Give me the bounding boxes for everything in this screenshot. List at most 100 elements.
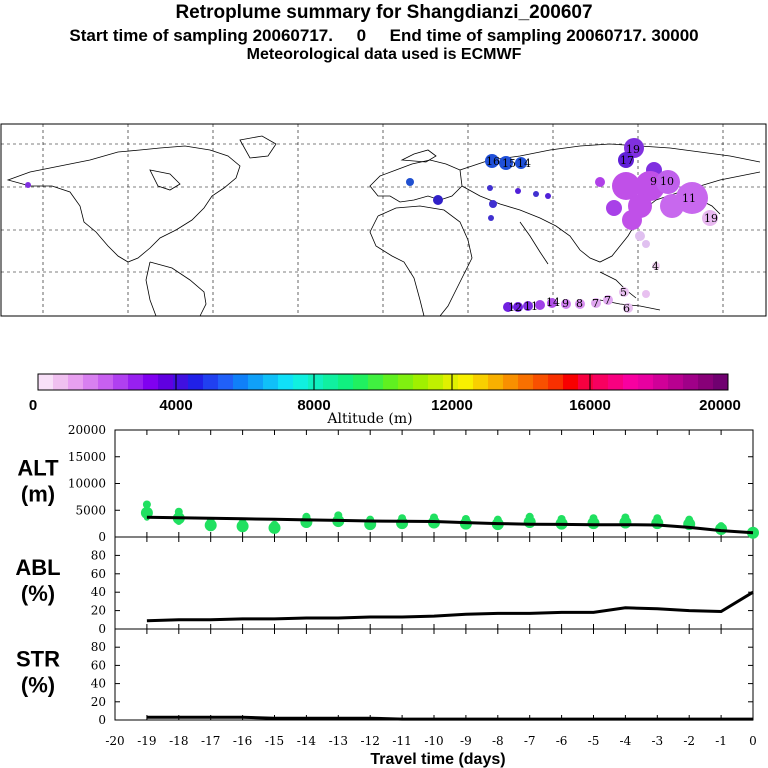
x-tick-label: -4 (620, 734, 632, 748)
y-tick-label: 15000 (68, 450, 106, 464)
x-tick-label: -18 (169, 734, 188, 748)
colorbar-cell (683, 374, 699, 390)
str-series (146, 715, 753, 721)
y-tick-label: 0 (98, 622, 106, 636)
plume-point (485, 154, 499, 168)
alt-point (461, 514, 470, 523)
colorbar-cell (668, 374, 684, 390)
alt-point (589, 514, 598, 523)
alt-point (335, 521, 342, 528)
plume-point (489, 200, 497, 208)
colorbar-cell (548, 374, 564, 390)
colorbar-cells (38, 374, 729, 390)
plume-point (595, 177, 605, 187)
colorbar-cell (623, 374, 639, 390)
day-label: 17 (620, 154, 634, 167)
plume-point (513, 302, 523, 312)
map-panel: 19 16 15 14 17 9 10 11 19 4 5 6 7 7 8 9 … (0, 123, 767, 317)
alt-point (270, 520, 279, 529)
plume-point (499, 156, 513, 170)
colorbar-cell (608, 374, 624, 390)
plume-point (433, 195, 443, 205)
colorbar-cell (713, 374, 729, 390)
panel-label: (m) (21, 482, 55, 507)
plume-point (515, 188, 521, 194)
x-tick-label: -1 (715, 734, 727, 748)
alt-point (431, 522, 437, 529)
plume-point (603, 295, 613, 305)
day-label: 7 (604, 294, 611, 307)
abl-series (146, 590, 754, 623)
x-tick-label: -15 (265, 734, 284, 748)
y-tick-label: 80 (91, 548, 106, 562)
colorbar-cell (128, 374, 144, 390)
colorbar-cell (533, 374, 549, 390)
alt-point (430, 513, 438, 522)
colorbar-tick: 8000 (297, 397, 330, 414)
plume-point (523, 301, 533, 311)
panel-label: STR (16, 647, 60, 672)
day-label: 9 (650, 175, 657, 188)
alt-point (334, 511, 343, 520)
alt-point (621, 513, 630, 522)
day-label: 19 (704, 212, 718, 225)
panel-label: (%) (21, 673, 55, 698)
colorbar-cell (413, 374, 429, 390)
plume-point (642, 290, 650, 298)
colorbar-tick: 16000 (569, 397, 611, 414)
day-label: 12 (508, 301, 522, 314)
x-tick-label: -13 (329, 734, 348, 748)
alt-point (557, 514, 566, 523)
alt-point (142, 500, 151, 509)
alt-point (653, 514, 662, 523)
x-tick-label: -20 (105, 734, 124, 748)
x-tick-label: -9 (460, 734, 472, 748)
colorbar-cell (578, 374, 594, 390)
colorbar-cell (638, 374, 654, 390)
colorbar-cell (323, 374, 339, 390)
colorbar-cell (233, 374, 249, 390)
y-tick-label: 20 (91, 604, 106, 618)
plume-point (642, 240, 650, 248)
colorbar-cell (653, 374, 669, 390)
day-label: 15 (502, 157, 516, 170)
y-tick-label: 60 (91, 567, 106, 581)
alt-point (239, 525, 246, 532)
colorbar-cell (593, 374, 609, 390)
plume-point (591, 298, 601, 308)
x-tick-label: -5 (588, 734, 600, 748)
y-tick-label: 60 (91, 658, 106, 672)
axis-labels: -20 -19 -18 -17 -16 -15 -14 -13 -12 -11 -10 -9 -8 -7-… (15, 423, 756, 768)
x-tick-label: -17 (201, 734, 220, 748)
str-line (146, 715, 753, 721)
day-label: 11 (524, 300, 538, 313)
plume-point (702, 210, 718, 226)
colorbar-tick: 0 (29, 397, 37, 414)
plume-point (535, 300, 545, 310)
plume-point (652, 262, 660, 270)
panel-label: ALT (17, 456, 59, 481)
colorbar-tick: 12000 (431, 397, 473, 414)
met-data-line: Meteorological data used is ECMWF (246, 46, 522, 63)
y-tick-label: 20 (91, 695, 106, 709)
alt-point (174, 507, 183, 516)
y-tick-label: 40 (91, 585, 106, 599)
x-tick-label: -12 (361, 734, 380, 748)
day-label: 5 (620, 286, 627, 299)
day-label: 16 (486, 155, 500, 168)
plume-point (612, 172, 640, 200)
colorbar-cell (698, 374, 714, 390)
alt-point (175, 519, 182, 526)
alt-point (399, 522, 406, 529)
x-axis-label: Travel time (days) (370, 751, 505, 768)
plume-point (606, 200, 622, 216)
day-label: 6 (623, 302, 630, 315)
plume-point (618, 152, 634, 168)
plume-point (635, 231, 645, 241)
alt-point (207, 524, 214, 531)
plume-point (619, 287, 629, 297)
x-tick-label: -8 (492, 734, 504, 748)
colorbar-cell (398, 374, 414, 390)
plume-point (503, 302, 513, 312)
colorbar-frame (37, 373, 729, 391)
